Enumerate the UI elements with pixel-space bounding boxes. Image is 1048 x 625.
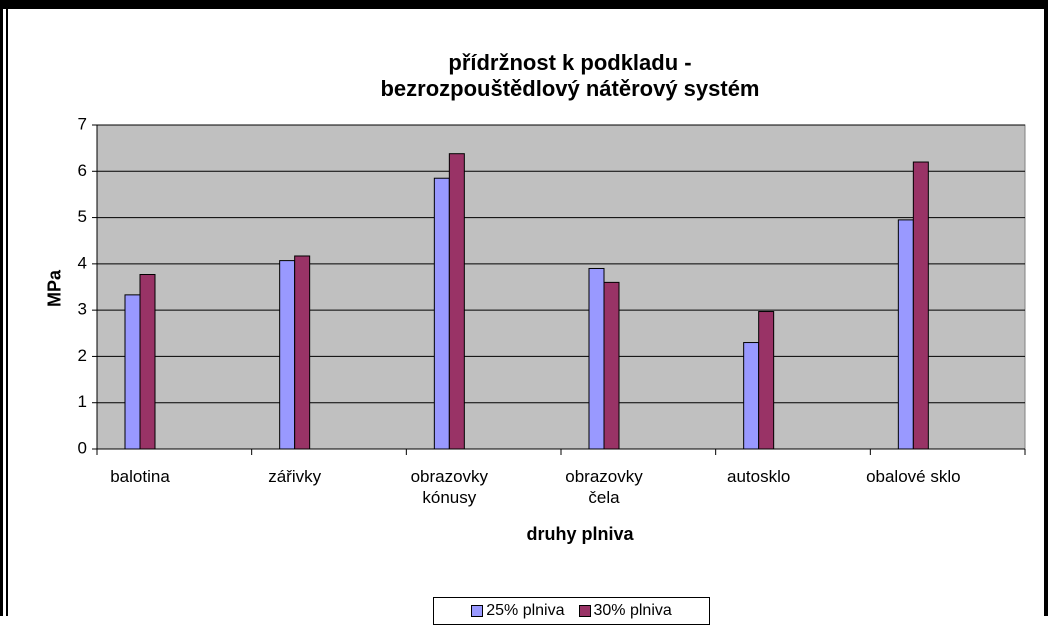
bar — [448, 153, 465, 450]
y-tick-label: 0 — [78, 438, 87, 457]
x-tick-label: balotina — [110, 467, 170, 486]
y-tick-label: 5 — [78, 207, 87, 226]
bar — [294, 255, 311, 450]
y-tick-label: 1 — [78, 392, 87, 411]
legend-label: 25% plniva — [486, 602, 565, 619]
legend: 25% plniva 30% plniva — [433, 597, 710, 625]
frame-right — [1044, 0, 1048, 616]
legend-item: 30% plniva — [578, 602, 672, 620]
y-tick-label: 2 — [78, 346, 87, 365]
bar — [433, 177, 450, 450]
bar — [912, 161, 929, 450]
x-tick-label: zářivky — [268, 467, 322, 486]
y-tick-label: 4 — [78, 253, 87, 272]
legend-label: 30% plniva — [593, 602, 672, 619]
x-tick-label: obalové sklo — [866, 467, 961, 486]
bar — [124, 294, 141, 450]
bar — [897, 219, 914, 450]
frame-top — [0, 0, 1048, 9]
x-axis-label: druhy plniva — [526, 524, 634, 544]
chart-title: přídržnost k podkladu - bezrozpouštědlov… — [380, 50, 760, 101]
bar — [279, 260, 296, 450]
x-tick-label: autosklo — [726, 467, 791, 486]
legend-swatch — [578, 605, 591, 617]
bar — [603, 281, 620, 450]
x-tick-label: obrazovky čela — [565, 467, 643, 507]
bar — [743, 342, 760, 450]
legend-item: 25% plniva — [471, 602, 565, 620]
plot-area — [96, 124, 1026, 450]
frame-left — [0, 0, 3, 616]
legend-swatch — [471, 605, 484, 617]
y-tick-label: 7 — [78, 114, 87, 133]
y-tick-label: 3 — [78, 300, 87, 319]
y-axis-label: MPa — [44, 270, 65, 308]
y-tick-label: 6 — [78, 161, 87, 180]
frame-left-inner — [6, 9, 8, 616]
bar — [588, 267, 605, 450]
bar — [758, 311, 775, 450]
x-tick-label: obrazovky kónusy — [410, 467, 489, 507]
bar — [139, 274, 156, 450]
